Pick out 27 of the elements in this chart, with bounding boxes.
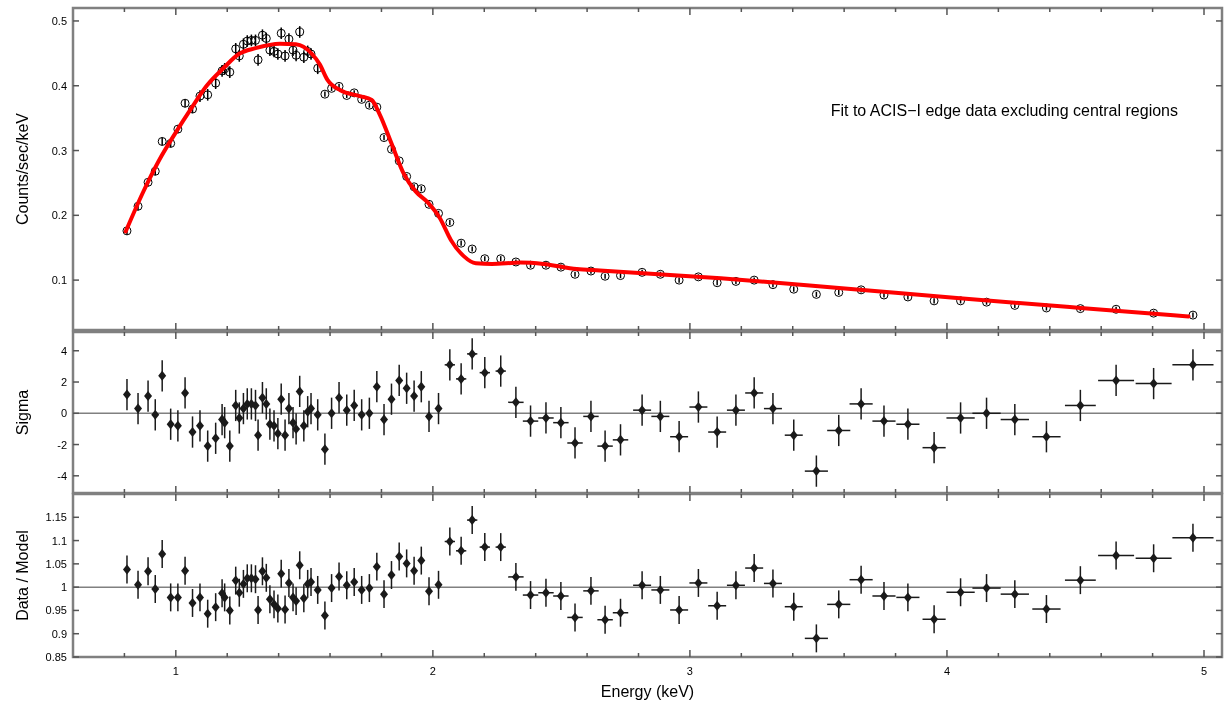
x-tick-label: 4	[943, 665, 951, 677]
y-tick-label: 4	[60, 344, 67, 357]
y-tick-label: 1.05	[45, 557, 67, 570]
y-tick-label: 0	[60, 407, 67, 420]
annotation: Fit to ACIS−I edge data excluding central regions	[830, 102, 1178, 119]
y-tick-label: 2	[60, 376, 67, 389]
y-tick-label: 0.85	[45, 651, 67, 663]
x-tick-label: 3	[686, 665, 693, 677]
y-tick-label: 1.15	[45, 511, 67, 524]
x-tick-label: 5	[1200, 665, 1208, 677]
y-axis-title: Counts/sec/keV	[14, 112, 31, 226]
y-axis-title: Sigma	[14, 389, 31, 436]
y-tick-label: 0.2	[51, 209, 67, 222]
y-tick-label: 0.9	[51, 627, 67, 640]
y-tick-label: -4	[57, 469, 67, 482]
y-tick-label: -2	[57, 438, 67, 451]
y-tick-label: 0.1	[51, 274, 67, 287]
y-axis-title: Data / Model	[14, 530, 31, 621]
y-tick-label: 0.5	[51, 14, 67, 27]
y-tick-label: 0.95	[45, 604, 67, 617]
y-tick-label: 0.3	[51, 144, 67, 157]
y-tick-label: 1.1	[51, 534, 67, 547]
x-tick-label: 1	[172, 665, 179, 677]
y-tick-label: 0.4	[51, 79, 67, 92]
y-tick-label: 1	[60, 581, 67, 594]
x-axis-title: Energy (keV)	[600, 683, 695, 700]
x-tick-label: 2	[429, 665, 436, 677]
